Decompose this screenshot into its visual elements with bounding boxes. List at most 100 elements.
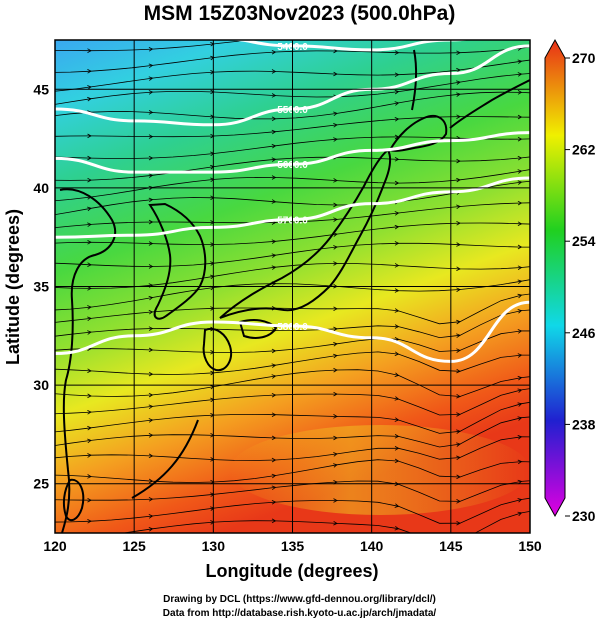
- streamline-arrow: [394, 89, 400, 95]
- streamline-arrow: [517, 59, 523, 64]
- streamline-arrow: [333, 452, 338, 457]
- footer-credit-data: Data from http://database.rish.kyoto-u.a…: [162, 608, 437, 619]
- streamline-arrow: [517, 353, 523, 358]
- x-tick-label: 120: [43, 538, 67, 554]
- coast-taiwan: [62, 478, 85, 522]
- y-tick-label: 35: [33, 279, 49, 295]
- coastlines: [59, 49, 530, 533]
- streamline-arrow: [333, 463, 338, 468]
- streamline-arrow: [210, 55, 215, 61]
- streamline-arrow: [148, 197, 154, 203]
- streamline-arrow: [517, 244, 523, 250]
- x-tick-label: 135: [281, 538, 305, 554]
- streamline-arrow: [271, 374, 277, 379]
- streamline-arrow: [87, 177, 92, 183]
- streamline-arrow: [210, 195, 215, 201]
- streamline-arrow: [333, 178, 338, 183]
- streamline-arrow: [394, 372, 400, 377]
- streamline-arrow: [271, 49, 277, 55]
- colorbar-tick-label: 246: [572, 325, 596, 341]
- streamline-arrow: [456, 520, 461, 526]
- streamline-arrow: [148, 63, 154, 69]
- coast-shikoku: [238, 319, 278, 339]
- streamline-arrow: [148, 173, 154, 178]
- streamline-arrow: [210, 220, 215, 225]
- streamline-arrow: [394, 180, 400, 186]
- streamline-arrow: [148, 309, 154, 315]
- streamline-arrow: [456, 266, 461, 271]
- streamline-arrow: [148, 433, 154, 438]
- streamline-arrow: [148, 404, 154, 410]
- coast-china-east: [59, 188, 117, 533]
- streamline-arrow: [394, 417, 400, 422]
- streamline-arrow: [148, 90, 154, 95]
- y-tick-label: 45: [33, 81, 49, 97]
- streamline-arrow: [210, 261, 215, 266]
- streamline-arrow: [456, 177, 461, 183]
- streamline-arrow: [210, 41, 215, 47]
- streamline-arrow: [517, 180, 523, 185]
- streamline-arrow: [394, 458, 400, 464]
- streamline-arrow: [333, 520, 338, 526]
- streamline-arrow: [87, 69, 92, 74]
- streamline-arrow: [210, 350, 215, 355]
- streamline-arrow: [456, 287, 461, 292]
- streamline-arrow: [517, 265, 523, 270]
- streamline-arrow: [271, 518, 277, 524]
- streamline-arrow: [517, 293, 523, 299]
- colorbar: 230 238 246 254 262 270: [544, 38, 596, 524]
- streamline-arrow: [517, 72, 523, 77]
- streamline-arrow: [518, 29, 522, 33]
- streamline-arrow: [210, 506, 215, 511]
- streamline-arrow: [333, 498, 338, 503]
- streamline-arrow: [456, 368, 461, 374]
- streamline-arrow: [456, 348, 461, 353]
- streamline-arrow: [271, 239, 277, 244]
- streamline-arrow: [394, 324, 400, 329]
- streamline-arrow: [517, 416, 523, 421]
- streamline-arrow: [517, 136, 523, 142]
- y-tick-label: 40: [33, 180, 49, 196]
- streamline-arrow: [272, 35, 276, 39]
- streamline-arrow: [148, 514, 154, 519]
- streamline-arrow: [87, 330, 92, 335]
- streamline-arrow: [333, 111, 338, 117]
- streamlines: [55, 29, 530, 533]
- streamline: [121, 510, 530, 533]
- streamline-arrow: [394, 50, 400, 55]
- streamline-arrow: [210, 370, 215, 376]
- streamline-arrow: [148, 295, 154, 301]
- streamline-arrow: [210, 397, 215, 403]
- streamline-arrow: [456, 442, 461, 447]
- coast-kyushu: [202, 328, 232, 372]
- streamline-arrow: [87, 155, 92, 161]
- streamline-arrow: [148, 418, 154, 423]
- streamline-arrow: [394, 211, 400, 216]
- coast-ryukyu: [131, 419, 199, 499]
- streamline-arrow: [271, 253, 277, 258]
- streamline-arrow: [394, 263, 400, 268]
- colorbar-body: [544, 38, 566, 518]
- streamline-arrow: [87, 453, 92, 458]
- plot-frame: [54, 39, 531, 534]
- streamline-arrow: [271, 157, 277, 162]
- streamline-arrow: [517, 221, 523, 226]
- streamline-arrow: [456, 80, 461, 85]
- streamline-arrow: [271, 363, 277, 368]
- map-grid: [55, 40, 530, 533]
- streamline-arrow: [271, 412, 277, 417]
- streamline-arrow: [271, 116, 277, 122]
- streamline-arrow: [87, 240, 92, 245]
- streamline-arrow: [517, 375, 523, 381]
- streamline-arrow: [148, 527, 154, 532]
- streamline-arrow: [148, 496, 154, 502]
- streamline-arrow: [394, 396, 400, 401]
- streamline-arrow: [148, 347, 154, 353]
- streamline-arrow: [210, 432, 215, 438]
- streamline-arrow: [148, 76, 154, 81]
- streamline-arrow: [87, 286, 92, 291]
- colorbar-ticks: 230 238 246 254 262 270: [565, 50, 596, 524]
- streamline-arrow: [394, 288, 400, 293]
- streamline-arrow: [210, 242, 215, 247]
- streamline-arrow: [517, 279, 523, 285]
